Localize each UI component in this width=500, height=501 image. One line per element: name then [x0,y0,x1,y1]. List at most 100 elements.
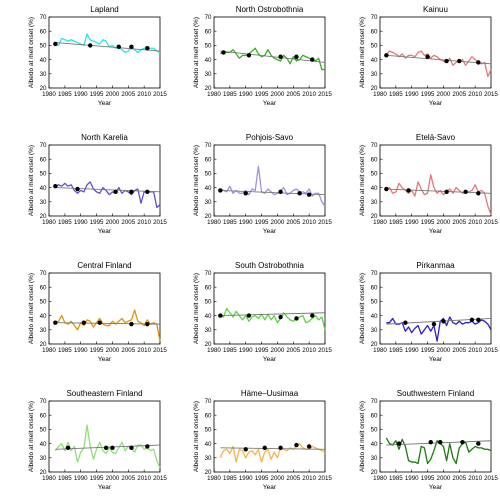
data-point-marker [81,320,87,325]
x-tick-label: 1985 [223,347,237,354]
data-point-marker [218,188,223,193]
x-tick-label: 1980 [207,219,221,226]
x-tick-label: 1980 [373,347,387,354]
y-tick-label: 30 [205,71,212,78]
data-point-marker [384,53,389,58]
panel-1: Lapland 1980 1985 1990 1995 2000 2005 2010 2015 2… [28,5,167,107]
x-tick-label: 1985 [223,475,237,482]
x-tick-label: 1985 [223,219,237,226]
x-tick-label: 2010 [468,347,482,354]
x-axis-label: Year [98,484,112,491]
data-point-marker [476,317,481,323]
trend-line [55,187,161,193]
panel-title: South Ostrobothnia [235,261,304,270]
y-tick-label: 40 [40,57,47,64]
x-tick-label: 2010 [468,219,482,226]
x-tick-label: 1990 [74,347,88,354]
x-tick-label: 1985 [58,475,72,482]
x-tick-label: 2010 [302,219,316,226]
x-tick-label: 2010 [302,91,316,98]
data-point-marker [294,316,299,321]
y-tick-label: 70 [371,398,378,405]
y-tick-label: 20 [40,341,47,348]
data-point-marker [310,313,315,318]
x-tick-label: 1980 [373,475,387,482]
x-tick-label: 2000 [271,91,285,98]
data-point-marker [441,319,446,324]
y-axis-label: Albedo at melt onset (%) [193,273,200,344]
x-tick-label: 1995 [90,91,104,98]
x-tick-label: 2000 [437,219,451,226]
x-tick-label: 2000 [106,347,120,354]
x-tick-label: 1980 [42,219,56,226]
x-tick-label: 2005 [121,347,135,354]
x-tick-label: 1980 [42,91,56,98]
y-tick-label: 30 [371,71,378,78]
y-tick-label: 20 [371,469,378,476]
trend-line [220,447,326,450]
y-tick-label: 60 [40,284,47,291]
plot-frame [48,400,161,473]
y-tick-label: 60 [205,284,212,291]
trend-line [386,54,492,65]
x-tick-label: 2005 [286,91,300,98]
plot-frame [379,272,492,345]
y-tick-label: 40 [205,313,212,320]
x-tick-label: 1985 [58,91,72,98]
x-tick-label: 1985 [389,91,403,98]
panel-title: Southwestern Finland [397,389,474,398]
x-tick-label: 1995 [421,91,435,98]
y-tick-label: 50 [205,427,212,434]
panel-3: Kainuu 1980 1985 1990 1995 2000 2005 2010 2015 20… [359,5,498,107]
x-tick-label: 2015 [484,91,498,98]
y-tick-label: 30 [371,199,378,206]
y-tick-label: 40 [371,57,378,64]
y-tick-label: 40 [371,313,378,320]
y-tick-label: 30 [205,455,212,462]
plot-frame [213,272,326,345]
data-point-marker [460,439,465,445]
plot-frame [379,400,492,473]
x-tick-label: 2000 [437,347,451,354]
data-point-marker [103,445,109,451]
data-point-marker [88,43,93,48]
data-point-marker [218,313,223,318]
series-line [386,174,492,215]
x-tick-label: 1990 [405,219,419,226]
panel-9: Pirkanmaa 1980 1985 1990 1995 2000 2005 2010 201… [359,261,498,363]
x-tick-label: 2015 [153,219,167,226]
y-tick-label: 20 [205,85,212,92]
y-tick-label: 20 [40,469,47,476]
x-tick-label: 1985 [223,91,237,98]
data-point-marker [262,445,267,451]
data-point-marker [246,53,252,58]
y-axis-label: Albedo at melt onset (%) [359,17,366,88]
x-tick-label: 1990 [405,475,419,482]
x-tick-label: 2000 [106,475,120,482]
x-tick-label: 1990 [405,347,419,354]
data-point-marker [129,321,134,327]
data-point-marker [297,191,302,196]
y-axis-label: Albedo at melt onset (%) [359,401,366,472]
y-tick-label: 70 [371,142,378,149]
x-tick-label: 2015 [153,475,167,482]
x-tick-label: 1995 [421,347,435,354]
y-tick-label: 30 [40,327,47,334]
y-axis-label: Albedo at melt onset (%) [193,401,200,472]
trend-line [220,50,326,63]
data-point-marker [145,321,150,327]
data-point-marker [306,192,312,197]
x-tick-label: 1995 [90,475,104,482]
y-axis-label: Albedo at melt onset (%) [359,145,366,216]
y-tick-label: 60 [371,412,378,419]
panel-title: Lapland [90,5,118,14]
data-point-marker [246,313,252,318]
y-tick-label: 40 [40,185,47,192]
x-tick-label: 2000 [437,475,451,482]
y-tick-label: 60 [371,156,378,163]
y-tick-label: 30 [205,327,212,334]
y-tick-label: 50 [371,171,378,178]
